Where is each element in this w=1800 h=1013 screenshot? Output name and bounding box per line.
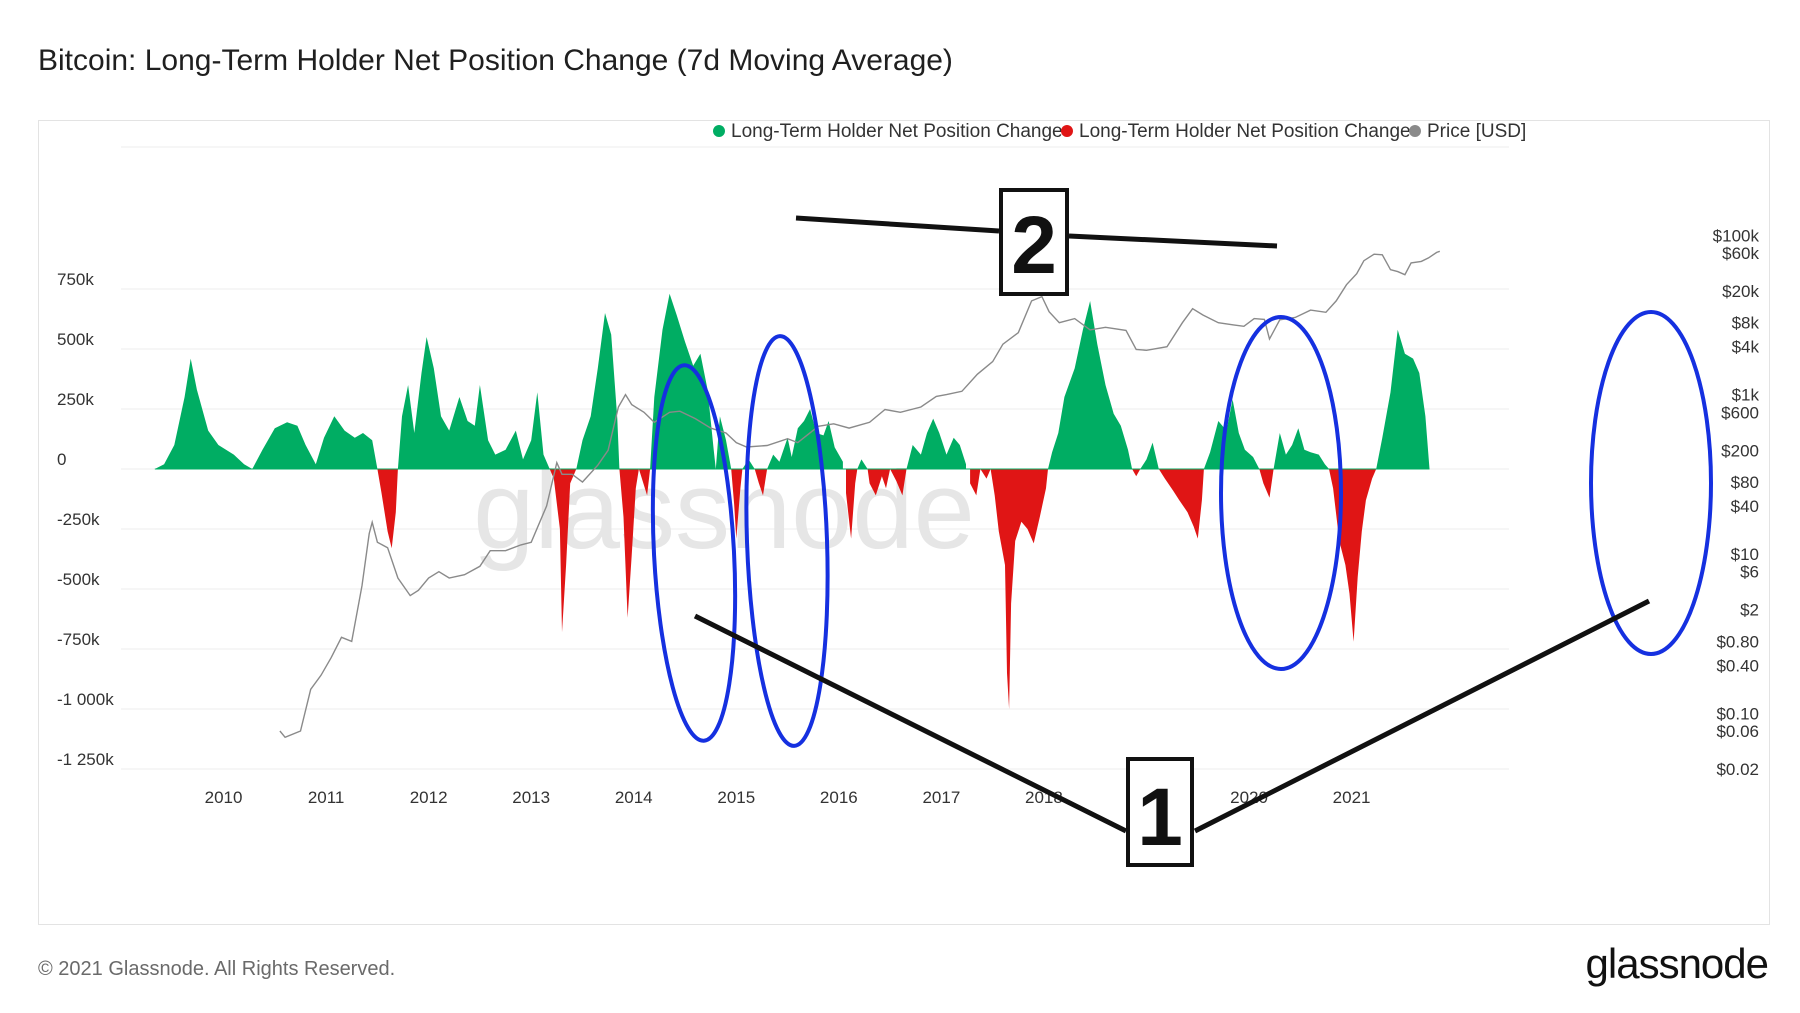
- highlight-ellipse: [744, 334, 830, 748]
- highlight-ellipse: [650, 363, 738, 743]
- y-left-tick-label: -750k: [57, 630, 100, 649]
- positive-area-segment: [1048, 301, 1133, 469]
- y-right-tick-label: $0.40: [1716, 656, 1759, 675]
- y-right-tick-label: $20k: [1722, 282, 1759, 301]
- x-tick-label: 2016: [820, 788, 858, 807]
- positive-area-segment: [1140, 442, 1159, 469]
- positive-area-segment: [397, 337, 550, 469]
- legend-label: Price [USD]: [1427, 121, 1526, 142]
- page-title: Bitcoin: Long-Term Holder Net Position C…: [38, 44, 953, 77]
- y-right-tick-label: $4k: [1732, 338, 1760, 357]
- axes: 750k 500k 250k 0 -250k -500k -750k -1 000k -1 25…: [57, 226, 1759, 807]
- y-left-tick-label: 500k: [57, 330, 94, 349]
- y-left-tick-label: 250k: [57, 390, 94, 409]
- negative-area-segment: [980, 469, 991, 479]
- annotation-label-1: 1: [1137, 772, 1183, 863]
- negative-area-segment: [754, 469, 768, 496]
- y-right-tick-label: $10: [1731, 545, 1759, 564]
- x-tick-label: 2017: [922, 788, 960, 807]
- negative-area-segment: [1158, 469, 1204, 539]
- y-right-tick-label: $6: [1740, 563, 1759, 582]
- x-tick-label: 2020: [1230, 788, 1268, 807]
- y-left-tick-label: -500k: [57, 570, 100, 589]
- highlight-ellipse: [1589, 310, 1713, 656]
- annotation-box-2: 2: [999, 188, 1069, 296]
- y-right-tick-label: $0.80: [1716, 632, 1759, 651]
- legend: Long-Term Holder Net Position Change Long…: [713, 121, 1526, 142]
- y-right-tick-label: $60k: [1722, 244, 1759, 263]
- positive-area-segment: [1376, 329, 1430, 469]
- chart: glassnode 750k500k250k0-250k-500k-750k-1…: [57, 121, 1759, 867]
- y-left-tick-label: -1 000k: [57, 690, 114, 709]
- negative-area-segment: [990, 469, 1048, 709]
- annotation-box-1: 1: [1126, 757, 1194, 867]
- negative-area-segment: [619, 469, 639, 618]
- y-left-tick-label: -1 250k: [57, 750, 114, 769]
- y-left-tick-label: 0: [57, 450, 66, 469]
- x-tick-label: 2013: [512, 788, 550, 807]
- positive-area-segment: [857, 459, 868, 469]
- positive-area-segment: [650, 293, 716, 469]
- positive-area-segment: [252, 416, 378, 469]
- legend-label: Long-Term Holder Net Position Change: [1079, 121, 1411, 142]
- copyright: © 2021 Glassnode. All Rights Reserved.: [38, 958, 396, 980]
- highlight-ellipse: [1219, 315, 1343, 671]
- annotation-line: [1068, 233, 1278, 249]
- y-right-tick-label: $200: [1721, 441, 1759, 460]
- annotations: [650, 310, 1713, 748]
- legend-swatch: [1409, 125, 1421, 137]
- x-tick-label: 2015: [717, 788, 755, 807]
- chart-frame: glassnode 750k 500k 250k 0 -250k -500k -750k -1…: [38, 120, 1770, 925]
- negative-area-segment: [867, 469, 891, 496]
- net-position-series: [154, 293, 1430, 709]
- annotation-lines: [693, 215, 1651, 834]
- x-tick-label: 2011: [308, 788, 345, 807]
- legend-label: Long-Term Holder Net Position Change: [731, 121, 1063, 142]
- x-tick-label: 2012: [410, 788, 448, 807]
- x-tick-label: 2021: [1333, 788, 1371, 807]
- positive-area-segment: [1273, 428, 1329, 469]
- y-right-tick-label: $0.02: [1716, 760, 1759, 779]
- y-left-tick-label: 750k: [57, 270, 94, 289]
- positive-area-segment: [767, 409, 843, 469]
- positive-area-segment: [154, 358, 253, 469]
- negative-area-segment: [549, 469, 577, 633]
- annotation-line: [693, 613, 1128, 834]
- y-left-tick-label: -250k: [57, 510, 100, 529]
- negative-area-segment: [970, 469, 981, 496]
- legend-swatch: [713, 125, 725, 137]
- y-right-tick-label: $600: [1721, 403, 1759, 422]
- x-tick-label: 2014: [615, 788, 653, 807]
- negative-area-segment: [846, 469, 858, 539]
- y-right-tick-label: $80: [1731, 473, 1759, 492]
- y-right-tick-label: $1k: [1732, 386, 1760, 405]
- negative-area-segment: [1259, 469, 1274, 498]
- y-right-tick-label: $2: [1740, 601, 1759, 620]
- negative-area-segment: [890, 469, 907, 496]
- y-right-tick-label: $0.06: [1716, 722, 1759, 741]
- x-tick-label: 2010: [205, 788, 243, 807]
- negative-area-segment: [638, 469, 651, 496]
- y-right-tick-label: $8k: [1732, 314, 1760, 333]
- positive-area-segment: [1203, 399, 1260, 469]
- negative-area-segment: [731, 469, 743, 539]
- annotation-label-2: 2: [1011, 200, 1057, 291]
- legend-swatch: [1061, 125, 1073, 137]
- y-right-tick-label: $0.10: [1716, 704, 1759, 723]
- y-right-tick-label: $40: [1731, 497, 1759, 516]
- negative-area-segment: [377, 469, 398, 549]
- positive-area-segment: [576, 313, 620, 469]
- negative-area-segment: [1132, 469, 1141, 477]
- brand-logo: glassnode: [1585, 940, 1769, 987]
- annotation-line: [795, 215, 1000, 234]
- positive-area-segment: [906, 418, 966, 469]
- annotation-line: [1193, 598, 1651, 834]
- y-right-tick-label: $100k: [1713, 226, 1760, 245]
